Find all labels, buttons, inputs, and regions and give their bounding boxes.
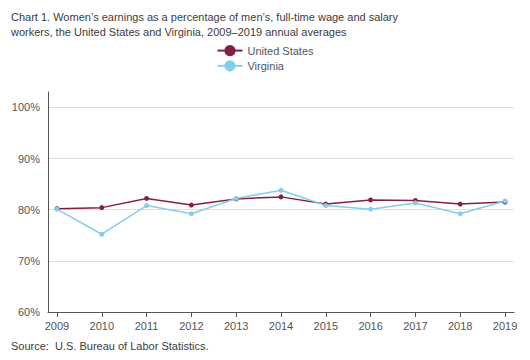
svg-text:2010: 2010	[90, 320, 114, 332]
svg-text:Chart 1. Women’s earnings as a: Chart 1. Women’s earnings as a percentag…	[11, 11, 399, 23]
svg-text:workers, the United States and: workers, the United States and Virginia,…	[10, 26, 347, 38]
svg-text:United States: United States	[247, 45, 314, 57]
svg-text:2011: 2011	[135, 320, 159, 332]
svg-text:2013: 2013	[224, 320, 248, 332]
svg-text:60%: 60%	[18, 306, 40, 318]
svg-text:Source: U.S. Bureau of Labor: Source: U.S. Bureau of Labor Statistics.	[11, 340, 208, 352]
svg-text:2019: 2019	[493, 320, 517, 332]
svg-text:2015: 2015	[314, 320, 338, 332]
svg-text:80%: 80%	[18, 204, 40, 216]
svg-text:90%: 90%	[18, 153, 40, 165]
svg-text:Virginia: Virginia	[247, 60, 284, 72]
svg-text:2017: 2017	[403, 320, 427, 332]
svg-text:100%: 100%	[12, 101, 40, 113]
svg-text:2016: 2016	[358, 320, 382, 332]
svg-text:2009: 2009	[45, 320, 69, 332]
svg-text:2012: 2012	[179, 320, 203, 332]
svg-text:70%: 70%	[18, 255, 40, 267]
svg-text:2018: 2018	[448, 320, 472, 332]
svg-text:2014: 2014	[269, 320, 293, 332]
